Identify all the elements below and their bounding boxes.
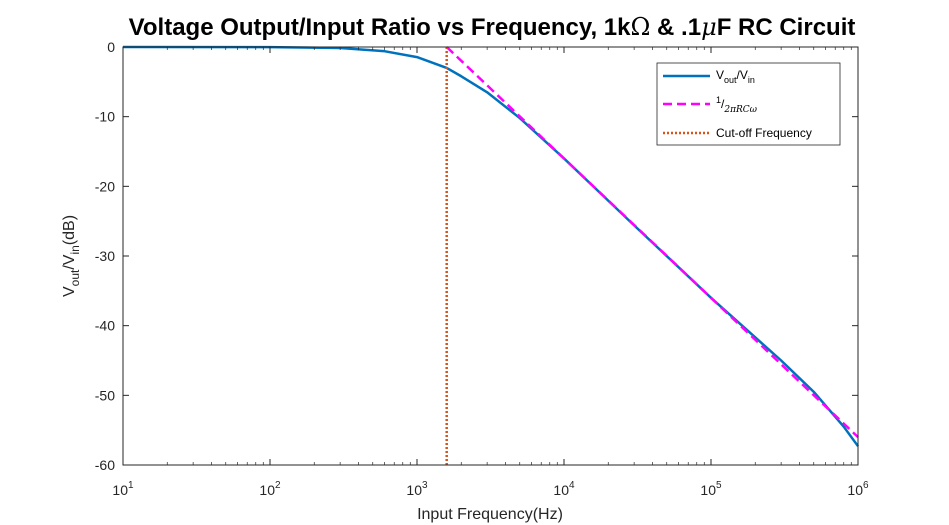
- series-layer: [122, 45, 860, 465]
- y-axis-label: Vout/Vin(dB): [61, 215, 82, 297]
- x-axis-label: Input Frequency(Hz): [417, 506, 563, 523]
- series-line-0: [122, 45, 860, 447]
- legend: Vout/Vin 1/2πRCω Cut-off Frequency: [656, 62, 841, 146]
- x-tick-label: 106: [847, 480, 869, 498]
- y-tick-label: -50: [95, 387, 115, 403]
- y-tick-label: -30: [95, 248, 115, 264]
- x-tick-label: 102: [259, 480, 281, 498]
- y-tick-label: -20: [95, 178, 115, 194]
- y-tick-label: -60: [95, 457, 115, 473]
- legend-label-reference: 1/2πRCω: [716, 95, 758, 115]
- ticks-layer: 101 102 103 104 105 106 0 -10 -20 -30 -40 -50 -60: [95, 39, 869, 498]
- x-tick-label: 104: [553, 480, 575, 498]
- series-line-1: [445, 46, 859, 439]
- y-tick-label: 0: [107, 39, 115, 55]
- x-tick-label: 101: [112, 480, 134, 498]
- x-tick-label: 103: [406, 480, 428, 498]
- legend-label-cutoff: Cut-off Frequency: [716, 126, 812, 140]
- legend-label-vout-vin: Vout/Vin: [716, 68, 755, 85]
- x-tick-label: 105: [700, 480, 722, 498]
- y-tick-label: -10: [95, 109, 115, 125]
- y-tick-label: -40: [95, 318, 115, 334]
- chart-title: Voltage Output/Input Ratio vs Frequency,…: [129, 13, 856, 41]
